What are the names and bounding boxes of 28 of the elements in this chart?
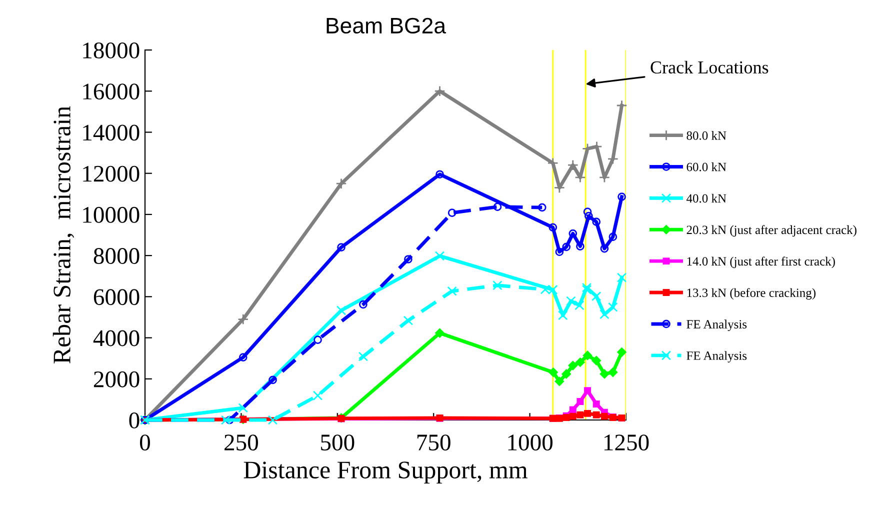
x-tick-label: 750 bbox=[417, 434, 450, 451]
legend-label: 13.3 kN (before cracking) bbox=[687, 288, 816, 300]
legend-label: FE Analysis bbox=[686, 320, 747, 332]
y-tick-label: 14000 bbox=[83, 124, 140, 141]
y-tick-label: 2000 bbox=[94, 371, 140, 388]
y-tick-label: 8000 bbox=[94, 248, 140, 264]
legend-label: 40.0 kN bbox=[686, 194, 726, 203]
annotation: Crack Locations bbox=[650, 60, 768, 74]
y-tick-label: 0 bbox=[129, 412, 140, 428]
x-tick-label: 250 bbox=[224, 434, 258, 451]
y-tick-label: 4000 bbox=[93, 330, 140, 346]
y-tick-label: 6000 bbox=[94, 289, 140, 306]
legend-label: 14.0 kN (just after first crack) bbox=[687, 256, 835, 268]
x-axis-title: Distance From Support, mm bbox=[244, 462, 528, 484]
y-tick-label: 12000 bbox=[83, 166, 140, 182]
y-tick-label: 10000 bbox=[83, 206, 140, 223]
legend-label: FE Analysis bbox=[686, 351, 747, 362]
x-tick-label: 1000 bbox=[508, 434, 553, 451]
legend-label: 80.0 kN bbox=[686, 131, 726, 140]
y-tick-label: 18000 bbox=[83, 42, 140, 58]
legend-label: 20.3 kN (just after adjacent crack) bbox=[686, 225, 856, 237]
x-tick-label: 500 bbox=[321, 434, 354, 451]
y-tick-label: 16000 bbox=[83, 84, 140, 100]
chart-title: Beam BG2a bbox=[326, 18, 446, 34]
y-axis-title: Rebar Strain, microstrain bbox=[52, 106, 74, 364]
x-tick-label: 1250 bbox=[604, 434, 649, 451]
x-tick-label: 0 bbox=[140, 434, 150, 451]
legend-label: 60.0 kN bbox=[686, 162, 726, 172]
